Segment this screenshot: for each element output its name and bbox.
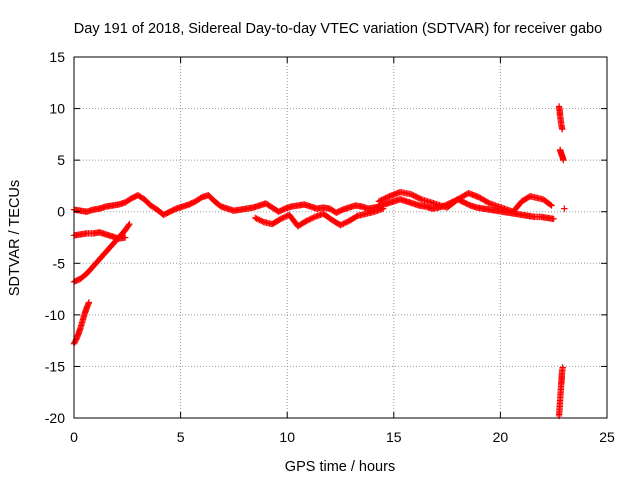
y-tick-label: 10 xyxy=(49,101,65,117)
plot-frame xyxy=(73,56,608,419)
data-point xyxy=(340,220,347,227)
data-point xyxy=(416,195,424,202)
data-point xyxy=(379,205,387,212)
data-point xyxy=(307,215,314,223)
data-point xyxy=(550,215,557,223)
data-point xyxy=(547,201,554,208)
data-point xyxy=(306,216,313,223)
x-tick-label: 25 xyxy=(599,429,615,445)
y-tick-label: -10 xyxy=(45,307,65,323)
data-point xyxy=(256,216,263,224)
data-point xyxy=(121,234,129,241)
data-point xyxy=(560,156,567,164)
y-tick-label: 15 xyxy=(49,49,65,65)
data-point xyxy=(85,299,93,306)
x-tick-label: 15 xyxy=(386,429,402,445)
x-tick-label: 20 xyxy=(493,429,509,445)
data-point xyxy=(337,221,344,229)
x-tick-label: 10 xyxy=(279,429,295,445)
data-point xyxy=(548,202,555,209)
data-point xyxy=(304,217,312,224)
data-point xyxy=(71,339,78,346)
data-point xyxy=(559,364,566,371)
data-point xyxy=(559,126,566,133)
data-point xyxy=(252,214,259,222)
data-point xyxy=(279,215,286,222)
data-point xyxy=(259,218,266,225)
data-point xyxy=(310,214,317,221)
data-point xyxy=(253,215,260,222)
y-tick-label: -20 xyxy=(45,410,65,426)
data-point xyxy=(342,219,350,226)
data-point xyxy=(277,215,285,223)
data-point xyxy=(341,219,348,227)
x-tick-label: 0 xyxy=(70,429,78,445)
data-points xyxy=(70,103,568,420)
x-tick-labels: 0 5 10 15 20 25 xyxy=(70,429,615,445)
axis-ticks xyxy=(73,56,608,419)
data-point xyxy=(338,221,346,228)
data-point xyxy=(257,217,265,224)
y-tick-label: 5 xyxy=(57,152,65,168)
data-point xyxy=(561,205,568,212)
data-point xyxy=(308,215,316,222)
x-tick-label: 5 xyxy=(177,429,185,445)
data-point xyxy=(485,199,492,206)
data-point xyxy=(280,214,287,221)
data-point xyxy=(126,220,133,228)
y-tick-label: -5 xyxy=(53,255,66,271)
chart-title: Day 191 of 2018, Sidereal Day-to-day VTE… xyxy=(74,21,602,37)
grid-lines xyxy=(74,57,607,418)
data-point xyxy=(254,216,262,223)
data-point xyxy=(303,217,310,225)
x-axis-label: GPS time / hours xyxy=(285,459,395,475)
y-tick-label: 0 xyxy=(57,204,65,220)
data-point xyxy=(125,222,132,229)
y-axis-label: SDTVAR / TECUs xyxy=(7,180,23,296)
y-tick-labels: -20 -15 -10 -5 0 5 10 15 xyxy=(45,49,65,426)
y-tick-label: -15 xyxy=(45,358,65,374)
data-point xyxy=(281,213,289,221)
